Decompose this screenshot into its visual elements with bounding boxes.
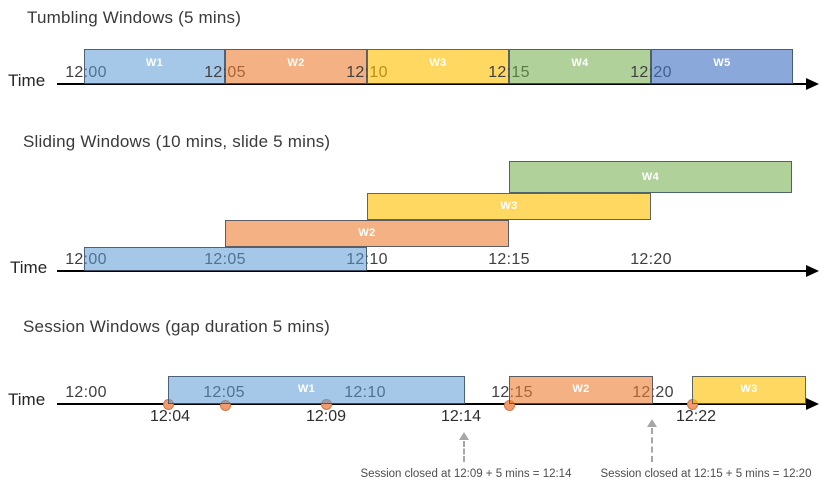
session-annotation-arrow-line — [651, 428, 653, 462]
sliding-axis-label: Time — [10, 258, 48, 277]
session-window-w1: W1 — [168, 376, 465, 404]
session-event-time-1222: 12:22 — [675, 408, 717, 425]
tumbling-title: Tumbling Windows (5 mins) — [27, 8, 242, 27]
tumbling-window-w2-label: W2 — [287, 57, 305, 69]
sliding-timeline-arrowhead-icon — [806, 265, 819, 277]
tumbling-timeline — [57, 83, 808, 85]
session-annotation-2: Session closed at 12:15 + 5 mins = 12:20 — [600, 468, 812, 480]
session-annotation-arrow-icon — [459, 432, 469, 440]
tumbling-window-w4: W4 — [509, 49, 651, 84]
sliding-window-w4: W4 — [509, 161, 792, 193]
tumbling-window-w4-label: W4 — [571, 57, 589, 69]
session-axis-label: Time — [8, 390, 46, 409]
session-timeline — [57, 403, 808, 405]
tumbling-window-w5-label: W5 — [713, 57, 731, 69]
tumbling-window-w1: W1 — [84, 49, 225, 84]
session-window-w3: W3 — [692, 376, 806, 404]
session-title: Session Windows (gap duration 5 mins) — [23, 317, 330, 336]
sliding-window-w1 — [84, 247, 367, 271]
session-window-w2: W2 — [509, 376, 653, 404]
session-event-time-1209: 12:09 — [305, 408, 347, 425]
session-timeline-arrowhead-icon — [806, 398, 819, 410]
tumbling-window-w1-label: W1 — [145, 57, 164, 69]
tumbling-axis-label: Time — [8, 71, 46, 90]
tumbling-window-w3: W3 — [367, 49, 509, 84]
session-close-time-1214: 12:14 — [440, 408, 482, 425]
sliding-tick-1220: 12:20 — [630, 251, 672, 268]
sliding-tick-1215: 12:15 — [488, 251, 530, 268]
sliding-title: Sliding Windows (10 mins, slide 5 mins) — [23, 132, 331, 151]
session-window-w3-label: W3 — [740, 383, 758, 395]
session-annotation-arrow-icon — [647, 419, 657, 427]
sliding-timeline — [57, 270, 808, 272]
tumbling-window-w2: W2 — [225, 49, 367, 84]
session-annotation-arrow-line — [463, 441, 465, 462]
session-event-time-1204: 12:04 — [149, 408, 191, 425]
session-window-w2-label: W2 — [572, 383, 590, 395]
sliding-window-w3: W3 — [367, 193, 651, 220]
sliding-window-w2-label: W2 — [358, 227, 376, 239]
tumbling-window-w3-label: W3 — [429, 57, 447, 69]
sliding-window-w3-label: W3 — [500, 200, 518, 212]
sliding-window-w2: W2 — [225, 220, 509, 247]
session-annotation-1: Session closed at 12:09 + 5 mins = 12:14 — [360, 468, 572, 480]
tumbling-window-w5: W5 — [651, 49, 793, 84]
session-window-w1-label: W1 — [297, 383, 316, 395]
session-tick-1200: 12:00 — [65, 384, 107, 401]
sliding-window-w4-label: W4 — [641, 171, 660, 183]
tumbling-timeline-arrowhead-icon — [806, 78, 819, 90]
